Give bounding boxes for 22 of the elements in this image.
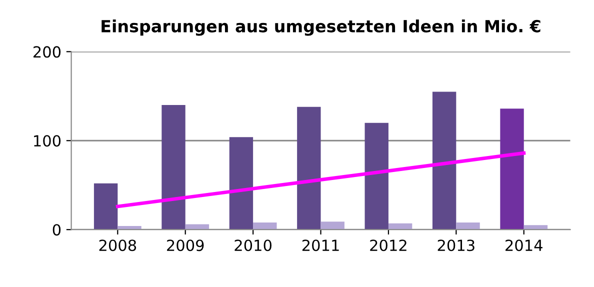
x-tick-label: 2013	[438, 240, 474, 252]
line-series	[116, 151, 526, 208]
x-tick-label: 2011	[302, 240, 339, 252]
bar	[297, 106, 321, 230]
bar	[94, 183, 118, 230]
x-tick-label: 2012	[370, 240, 406, 252]
bar	[162, 105, 186, 230]
x-tick-label: 2008	[99, 240, 136, 252]
bar	[229, 137, 254, 230]
y-tick-label: 100	[34, 135, 61, 147]
bar	[364, 122, 388, 230]
x-tick-label: 2010	[234, 240, 272, 252]
x-tick-label: 2009	[167, 240, 204, 252]
y-tick-label: 0	[52, 224, 61, 236]
x-tick-label: 2014	[506, 240, 542, 252]
bar	[253, 222, 277, 230]
bar	[432, 92, 456, 230]
y-tick-label: 200	[34, 46, 61, 58]
chart-title: Einsparungen aus umgesetzten Ideen in Mio. €	[102, 20, 540, 36]
bar	[500, 108, 524, 230]
bar	[320, 222, 344, 230]
bar	[456, 222, 480, 230]
